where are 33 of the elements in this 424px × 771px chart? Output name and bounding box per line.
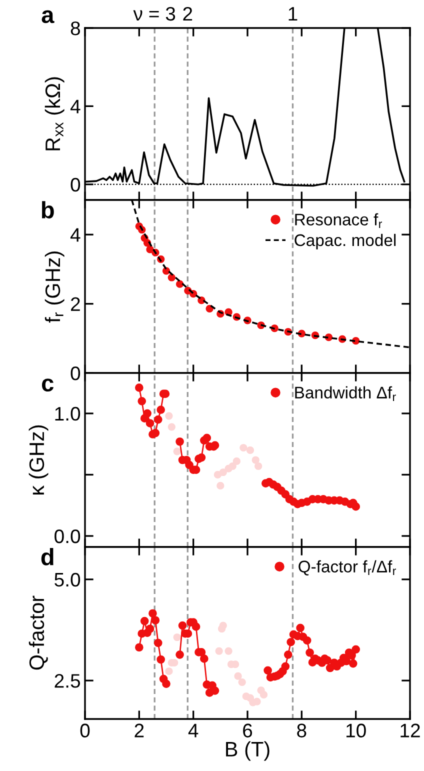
legend-label: Resonace f$_{r}$ — [295, 213, 382, 228]
y-tick-label: 0.0 — [54, 529, 80, 544]
text: ν = 3 — [133, 6, 176, 21]
x-tick-label: 0 — [80, 724, 90, 738]
text: 2 — [183, 6, 192, 21]
chart-title: a — [42, 10, 54, 24]
y-tick-label: 4 — [70, 228, 80, 242]
y-axis-title: f$_{r}$ (GHz) — [44, 252, 64, 323]
y-tick-label: 2.5 — [54, 674, 80, 688]
legend-label: Bandwidth Δf$_{r}$ — [295, 386, 396, 401]
chart-title: b — [42, 201, 54, 218]
y-tick-label: 0 — [70, 178, 80, 192]
legend-label: Capac. model — [294, 234, 396, 250]
y-axis-title: R$_{xx}$ (kΩ) — [44, 77, 64, 150]
y-tick-label: 2 — [71, 297, 80, 311]
x-axis-title: B (T) — [226, 741, 270, 761]
x-tick-label: 6 — [243, 724, 252, 738]
y-tick-label: 5.0 — [54, 572, 80, 587]
y-axis-title: κ (GHz) — [28, 425, 48, 494]
legend-label: Q-factor f$_{r}$/Δf$_{r}$ — [298, 560, 396, 576]
x-tick-label: 10 — [346, 724, 366, 738]
y-axis-title: Q-factor — [28, 596, 48, 670]
text: 1 — [288, 7, 298, 21]
x-tick-label: 12 — [400, 724, 420, 738]
y-tick-label: 4 — [70, 100, 80, 114]
y-tick-label: 8 — [70, 21, 80, 36]
x-tick-label: 2 — [134, 724, 144, 738]
x-tick-label: 8 — [297, 724, 306, 738]
chart-title: d — [41, 548, 54, 566]
y-tick-label: 1.0 — [55, 406, 80, 421]
y-tick-label: 0 — [70, 366, 80, 380]
x-tick-label: 4 — [188, 724, 198, 738]
chart-title: c — [42, 378, 54, 392]
